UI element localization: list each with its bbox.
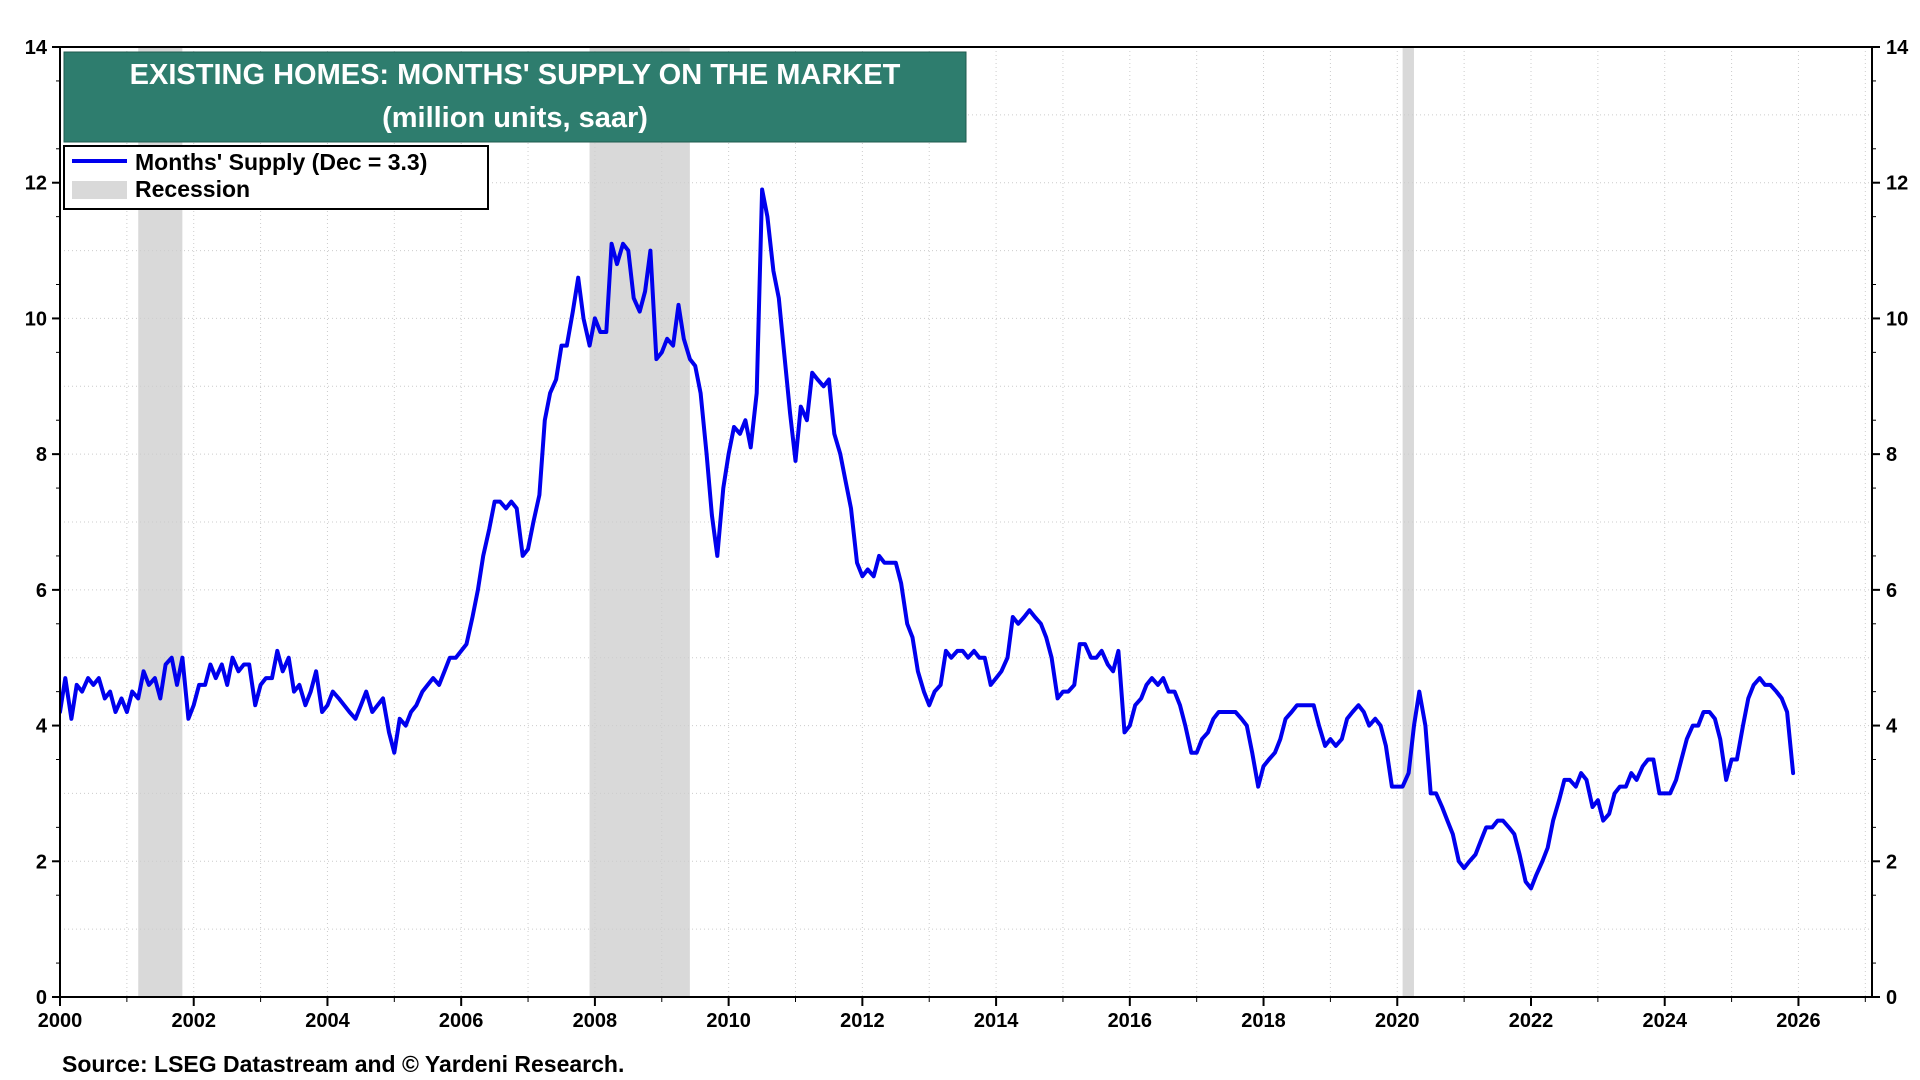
source-note: Source: LSEG Datastream and © Yardeni Re…: [62, 1051, 624, 1077]
x-tick-label-2010: 2010: [706, 1010, 751, 1032]
legend-swatch-recession: [72, 181, 127, 199]
axes: 0 0 2 2 4 4 6 6 8 8 10 10 12 12 14 14 2000 2002 2004 2006 20…: [25, 37, 1909, 1032]
y-tick-label-right-4: 4: [1886, 716, 1898, 738]
legend-label-recession: Recession: [135, 176, 250, 202]
y-tick-label-right-14: 14: [1886, 37, 1909, 59]
y-tick-label-right-6: 6: [1886, 580, 1897, 602]
x-tick-label-2012: 2012: [840, 1010, 885, 1032]
y-tick-label-left-14: 14: [25, 37, 48, 59]
x-tick-label-2016: 2016: [1108, 1010, 1153, 1032]
x-tick-label-2008: 2008: [573, 1010, 618, 1032]
chart-subtitle: (million units, saar): [382, 102, 648, 134]
legend-box: [63, 145, 489, 210]
y-tick-label-left-6: 6: [36, 580, 47, 602]
y-tick-label-left-10: 10: [25, 308, 47, 330]
x-tick-label-2014: 2014: [974, 1010, 1019, 1032]
x-tick-label-2000: 2000: [38, 1010, 83, 1032]
x-tick-label-2022: 2022: [1509, 1010, 1554, 1032]
plot-frame: [59, 46, 1873, 998]
y-tick-label-right-10: 10: [1886, 308, 1908, 330]
title-box-background: [63, 51, 967, 143]
series-line-months-supply: [60, 187, 1796, 891]
legend: Months' Supply (Dec = 3.3) Recession: [63, 145, 489, 210]
x-tick-label-2026: 2026: [1776, 1010, 1821, 1032]
y-tick-label-left-4: 4: [36, 716, 48, 738]
y-tick-label-left-8: 8: [36, 444, 47, 466]
x-tick-label-2006: 2006: [439, 1010, 484, 1032]
y-tick-label-left-0: 0: [36, 987, 47, 1009]
x-tick-label-2018: 2018: [1241, 1010, 1286, 1032]
y-tick-label-right-0: 0: [1886, 987, 1897, 1009]
x-tick-label-2024: 2024: [1642, 1010, 1687, 1032]
chart-title: EXISTING HOMES: MONTHS' SUPPLY ON THE MA…: [130, 59, 901, 91]
x-tick-label-2002: 2002: [171, 1010, 216, 1032]
y-tick-label-left-12: 12: [25, 173, 47, 195]
series-layer: [60, 187, 1796, 891]
x-tick-label-2020: 2020: [1375, 1010, 1420, 1032]
recession-band-1: [589, 47, 690, 997]
y-tick-label-right-2: 2: [1886, 851, 1897, 873]
y-tick-label-left-2: 2: [36, 851, 47, 873]
legend-label-months-supply: Months' Supply (Dec = 3.3): [135, 149, 427, 175]
x-tick-label-2004: 2004: [305, 1010, 350, 1032]
title-box: EXISTING HOMES: MONTHS' SUPPLY ON THE MA…: [63, 51, 967, 143]
y-tick-label-right-12: 12: [1886, 173, 1908, 195]
y-tick-label-right-8: 8: [1886, 444, 1897, 466]
